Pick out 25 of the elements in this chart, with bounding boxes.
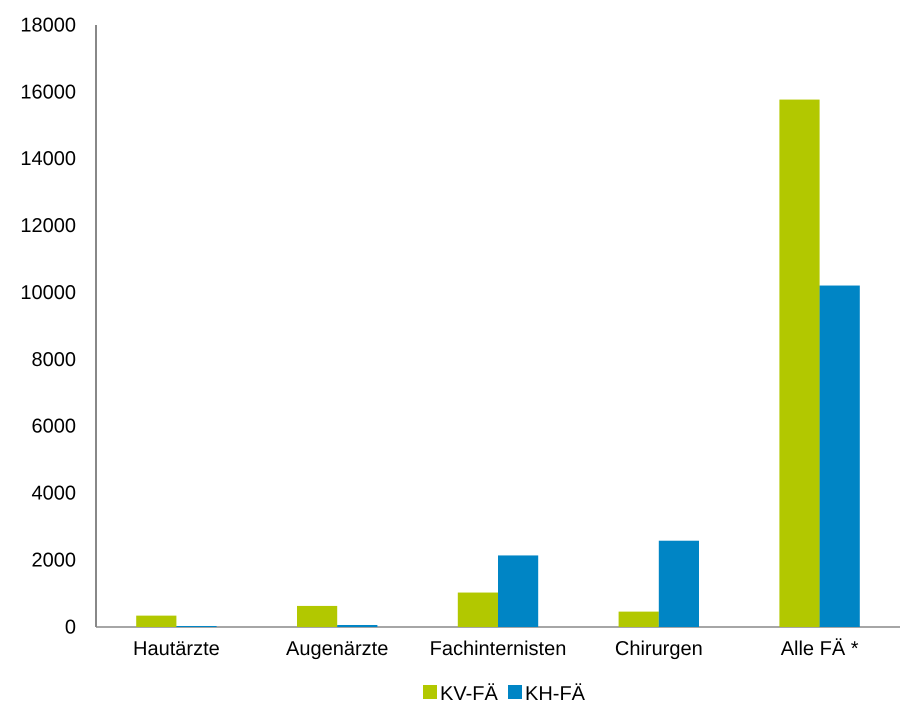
- bar: [779, 100, 820, 627]
- legend-label: KV-FÄ: [440, 683, 498, 705]
- y-tick-label: 14000: [20, 148, 76, 170]
- y-tick-label: 8000: [32, 348, 76, 371]
- legend-label: KH-FÄ: [525, 683, 586, 705]
- y-tick-label: 2000: [32, 550, 76, 572]
- y-tick-label: 12000: [20, 215, 76, 238]
- bar: [458, 592, 498, 627]
- y-tick-label: 10000: [20, 282, 76, 304]
- bar: [658, 540, 699, 627]
- bar: [820, 286, 860, 627]
- x-tick-label: Chirurgen: [614, 638, 703, 660]
- y-tick-label: 4000: [32, 482, 76, 505]
- bar: [136, 616, 176, 627]
- bar: [618, 612, 659, 627]
- y-tick-label: 6000: [32, 416, 76, 438]
- x-tick-label: Alle FÄ *: [780, 638, 859, 660]
- x-tick-label: Fachinternisten: [430, 638, 566, 660]
- y-tick-label: 18000: [20, 14, 76, 36]
- x-tick-label: Augenärzte: [286, 638, 388, 660]
- y-tick-label: 0: [64, 616, 76, 638]
- x-tick-label: Hautärzte: [133, 638, 220, 660]
- y-tick-label: 16000: [20, 81, 76, 104]
- bar: [297, 606, 338, 627]
- bar: [498, 555, 538, 627]
